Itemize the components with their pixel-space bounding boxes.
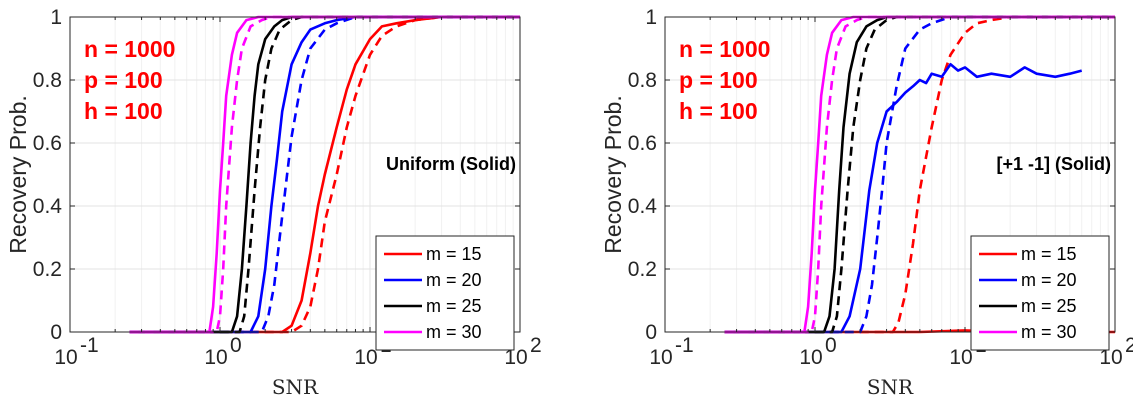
legend-label: m = 15	[426, 244, 482, 264]
x-tick-exponent: 0	[825, 334, 837, 357]
legend-label: m = 20	[426, 270, 482, 290]
annotation-text: p = 100	[679, 67, 758, 93]
legend: m = 15 m = 20 m = 25 m = 30	[375, 235, 515, 351]
series-line-8-dashed	[129, 15, 520, 334]
annotation-text: n = 1000	[84, 36, 175, 62]
curve-style-label: [+1 -1] (Solid)	[996, 154, 1111, 174]
annotation-text: n = 1000	[679, 36, 770, 62]
y-tick-label: 0.6	[33, 132, 62, 155]
x-tick-label: 10	[649, 346, 672, 369]
x-tick-label: 10	[354, 346, 377, 369]
axes-box	[664, 16, 1116, 333]
series-line-2-dashed	[724, 15, 1115, 334]
x-tick-label: 10	[799, 346, 822, 369]
x-tick-label: 10	[1099, 346, 1122, 369]
series-group	[129, 15, 520, 334]
legend: m = 15 m = 20 m = 25 m = 30	[970, 235, 1110, 351]
x-axis-label: SNR	[272, 375, 319, 399]
legend-label: m = 15	[1021, 244, 1077, 264]
series-line-3-solid	[724, 63, 1083, 334]
annotation-text: h = 100	[84, 98, 163, 124]
y-tick-label: 0.4	[33, 195, 63, 218]
series-line-2-dashed	[129, 15, 520, 334]
series-line-1-solid	[129, 15, 520, 334]
y-tick-label: 0	[50, 321, 62, 344]
y-axis-label: Recovery Prob.	[600, 95, 626, 254]
series-line-7-solid	[724, 15, 1115, 334]
series-line-7-solid	[129, 15, 520, 334]
legend-label: m = 25	[1021, 296, 1077, 316]
y-tick-label: 1	[645, 6, 657, 29]
series-line-6-dashed	[724, 15, 1115, 334]
legend-label: m = 30	[1021, 322, 1077, 342]
y-tick-label: 0.2	[33, 258, 62, 281]
x-axis-label: SNR	[867, 375, 914, 399]
y-tick-label: 0.4	[628, 195, 658, 218]
series-line-5-solid	[129, 15, 520, 334]
y-tick-label: 0.6	[628, 132, 657, 155]
y-axis-label: Recovery Prob.	[5, 95, 31, 254]
series-line-4-dashed	[724, 15, 1115, 334]
curve-style-label: Uniform (Solid)	[386, 154, 516, 174]
x-tick-exponent: -1	[80, 334, 99, 357]
annotation-text: p = 100	[84, 67, 163, 93]
x-tick-label: 10	[54, 346, 77, 369]
legend-label: m = 25	[426, 296, 482, 316]
x-tick-exponent: 2	[1125, 334, 1133, 357]
x-tick-exponent: -1	[675, 334, 694, 357]
x-tick-exponent: 2	[530, 334, 542, 357]
series-line-3-solid	[129, 15, 520, 334]
series-line-6-dashed	[129, 15, 520, 334]
series-line-5-solid	[724, 15, 1115, 334]
x-tick-label: 10	[204, 346, 227, 369]
legend-label: m = 30	[426, 322, 482, 342]
annotation-text: h = 100	[679, 98, 758, 124]
axes-box	[69, 16, 521, 333]
x-tick-exponent: 0	[230, 334, 242, 357]
series-line-8-dashed	[724, 15, 1115, 334]
y-tick-label: 0.2	[628, 258, 657, 281]
y-tick-label: 1	[50, 6, 62, 29]
y-tick-label: 0	[645, 321, 657, 344]
x-tick-label: 10	[504, 346, 527, 369]
x-tick-label: 10	[949, 346, 972, 369]
y-tick-label: 0.8	[33, 69, 62, 92]
legend-label: m = 20	[1021, 270, 1077, 290]
series-line-4-dashed	[129, 15, 520, 334]
y-tick-label: 0.8	[628, 69, 657, 92]
